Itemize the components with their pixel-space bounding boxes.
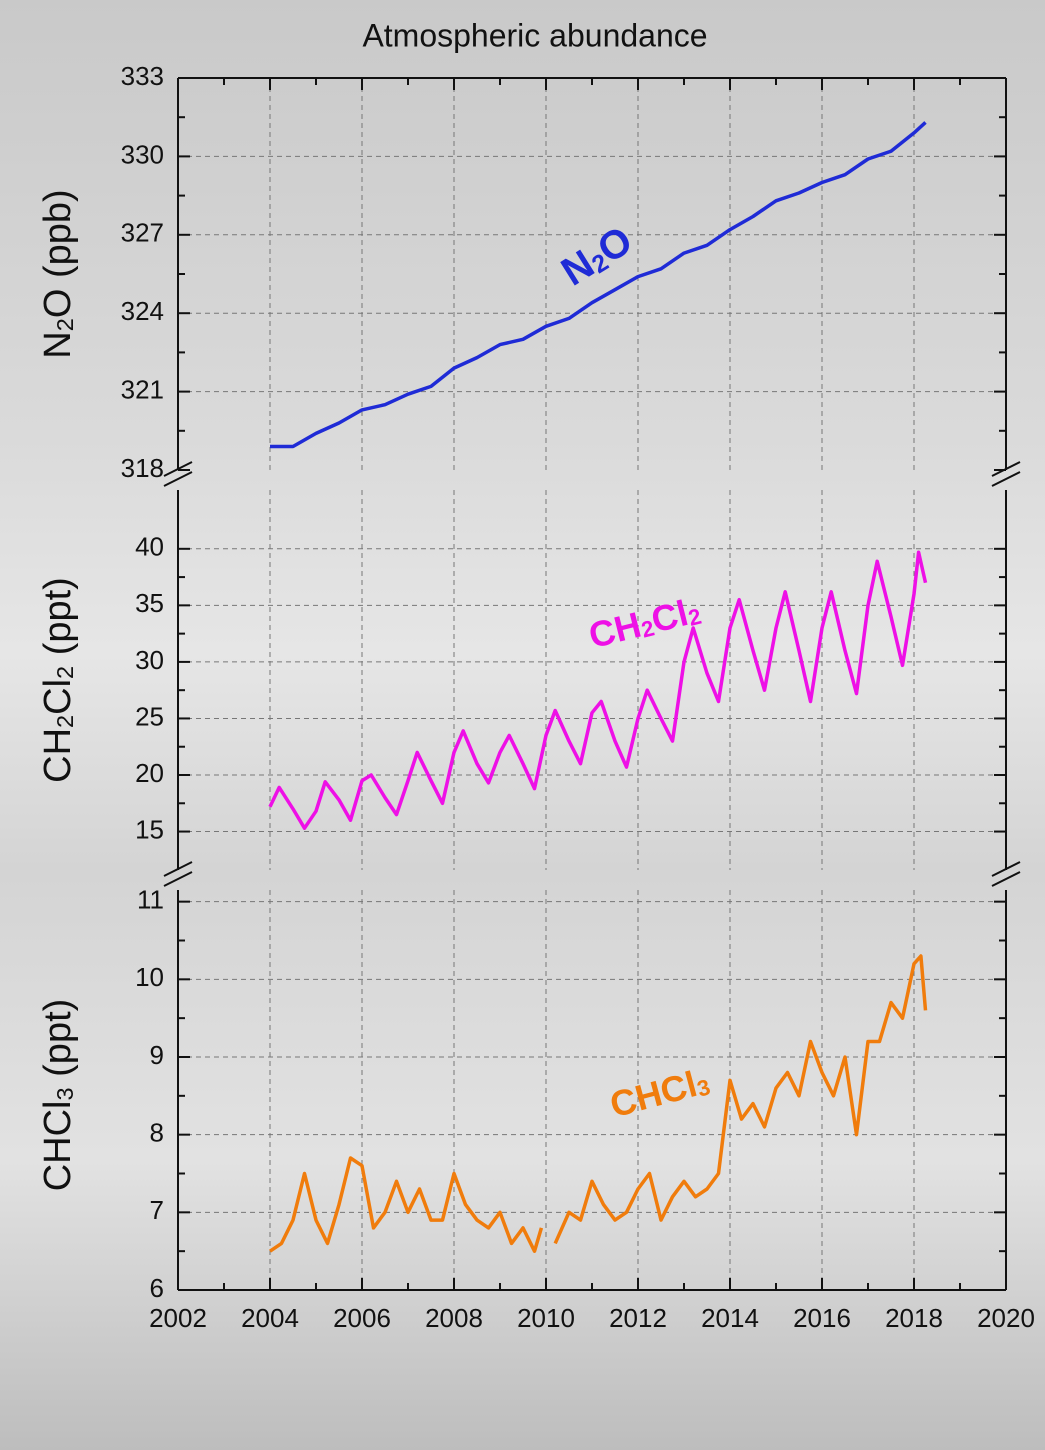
y-tick-label: 20: [135, 758, 164, 788]
y-tick-label: 15: [135, 814, 164, 844]
x-tick-label: 2004: [241, 1303, 299, 1333]
x-tick-label: 2002: [149, 1303, 207, 1333]
y-tick-label: 8: [150, 1118, 164, 1148]
y-tick-label: 333: [121, 61, 164, 91]
text-part: (ppt): [37, 577, 79, 666]
y-axis-label: CH2Cl2 (ppt): [37, 577, 79, 783]
y-tick-label: 10: [135, 962, 164, 992]
y-tick-label: 321: [121, 374, 164, 404]
y-tick-label: 25: [135, 701, 164, 731]
y-tick-label: 6: [150, 1273, 164, 1303]
y-tick-label: 324: [121, 296, 164, 326]
text-part: N: [37, 331, 79, 358]
y-axis-label: CHCl3 (ppt): [37, 999, 79, 1192]
x-tick-label: 2012: [609, 1303, 667, 1333]
x-tick-label: 2008: [425, 1303, 483, 1333]
subscript: 2: [52, 715, 78, 728]
y-tick-label: 330: [121, 139, 164, 169]
text-part: CH: [37, 728, 79, 783]
text-part: O (ppb): [37, 189, 79, 318]
data-line: [270, 956, 926, 1251]
subscript: 3: [52, 1087, 78, 1100]
series-label: CH2Cl2: [585, 589, 704, 656]
x-tick-label: 2016: [793, 1303, 851, 1333]
x-tick-label: 2006: [333, 1303, 391, 1333]
series-label: CHCl3: [605, 1059, 713, 1125]
y-tick-label: 327: [121, 218, 164, 248]
x-tick-label: 2018: [885, 1303, 943, 1333]
chart-title: Atmospheric abundance: [362, 17, 707, 53]
text-part: (ppt): [37, 999, 79, 1088]
text-part: CH: [585, 603, 645, 655]
data-line: [270, 122, 926, 446]
subscript: 2: [52, 666, 78, 679]
x-tick-label: 2010: [517, 1303, 575, 1333]
text-part: Cl: [37, 679, 79, 715]
text-part: CHCl: [605, 1063, 701, 1125]
y-axis-label: N2O (ppb): [37, 189, 79, 358]
y-tick-label: 318: [121, 453, 164, 483]
y-tick-label: 30: [135, 645, 164, 675]
x-tick-label: 2020: [977, 1303, 1035, 1333]
text-part: CHCl: [37, 1101, 79, 1192]
chart: Atmospheric abundance 318321324327330333…: [0, 0, 1045, 1450]
y-tick-label: 35: [135, 588, 164, 618]
subscript: 2: [52, 318, 78, 331]
y-tick-label: 40: [135, 532, 164, 562]
y-tick-label: 7: [150, 1195, 164, 1225]
y-tick-label: 9: [150, 1040, 164, 1070]
data-line: [270, 552, 926, 828]
x-tick-label: 2014: [701, 1303, 759, 1333]
y-tick-label: 11: [137, 885, 164, 915]
